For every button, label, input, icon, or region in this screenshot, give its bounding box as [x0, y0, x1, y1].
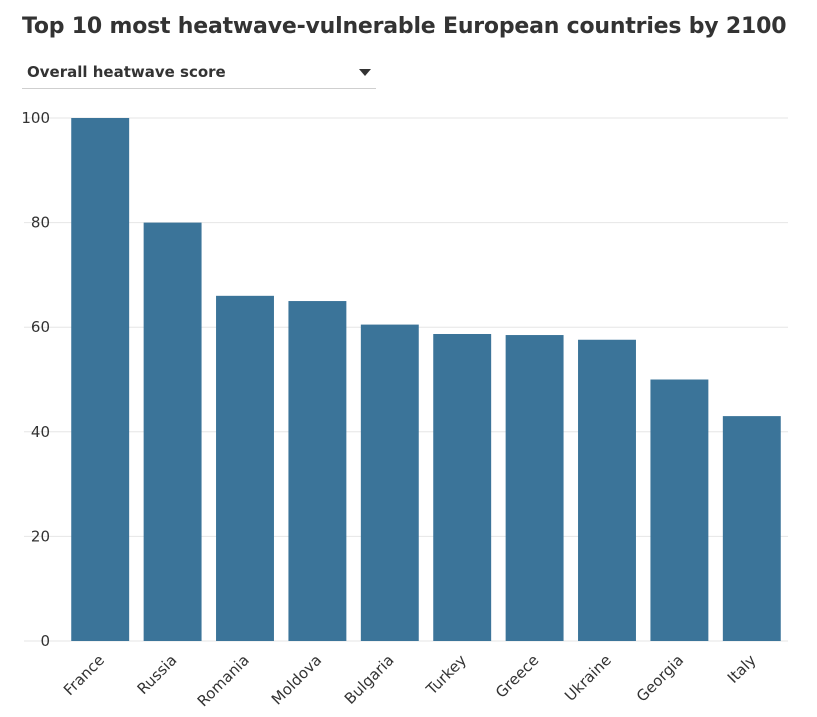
x-tick-label: Turkey: [422, 651, 470, 699]
metric-dropdown[interactable]: Overall heatwave score: [22, 60, 376, 89]
bar-ukraine[interactable]: [578, 339, 636, 641]
x-tick-label: Georgia: [633, 651, 687, 705]
x-tick-label: Italy: [724, 651, 760, 687]
y-tick-label: 80: [31, 214, 50, 232]
bar-romania[interactable]: [216, 295, 274, 641]
y-tick-label: 60: [31, 318, 50, 336]
bar-moldova[interactable]: [288, 301, 347, 641]
bar-russia[interactable]: [143, 222, 202, 641]
y-tick-label: 40: [31, 423, 50, 441]
metric-dropdown-label: Overall heatwave score: [27, 63, 226, 81]
x-tick-label: Greece: [492, 651, 542, 701]
y-tick-label: 20: [31, 527, 50, 545]
x-tick-label: Bulgaria: [341, 651, 398, 708]
x-tick-label: Russia: [134, 651, 181, 698]
y-axis-ticks: 0 20 40 60 80 100: [21, 109, 50, 650]
bar-georgia[interactable]: [650, 379, 709, 642]
bar-france[interactable]: [71, 118, 130, 641]
bar-bulgaria[interactable]: [360, 324, 419, 641]
x-tick-label: Ukraine: [561, 651, 615, 705]
chart-title: Top 10 most heatwave-vulnerable European…: [22, 14, 787, 39]
y-tick-label: 100: [21, 109, 50, 127]
bar-turkey[interactable]: [433, 333, 492, 641]
y-tick-label: 0: [40, 632, 50, 650]
x-axis-ticks: France Russia Romania Moldova Bulgaria Turkey…: [60, 651, 760, 710]
bars: [71, 118, 781, 641]
bar-italy[interactable]: [722, 416, 781, 641]
bar-greece[interactable]: [505, 335, 564, 641]
x-tick-label: Romania: [194, 651, 253, 710]
x-tick-label: Moldova: [268, 651, 325, 708]
x-tick-label: France: [60, 651, 108, 699]
chevron-down-icon[interactable]: [359, 69, 371, 76]
